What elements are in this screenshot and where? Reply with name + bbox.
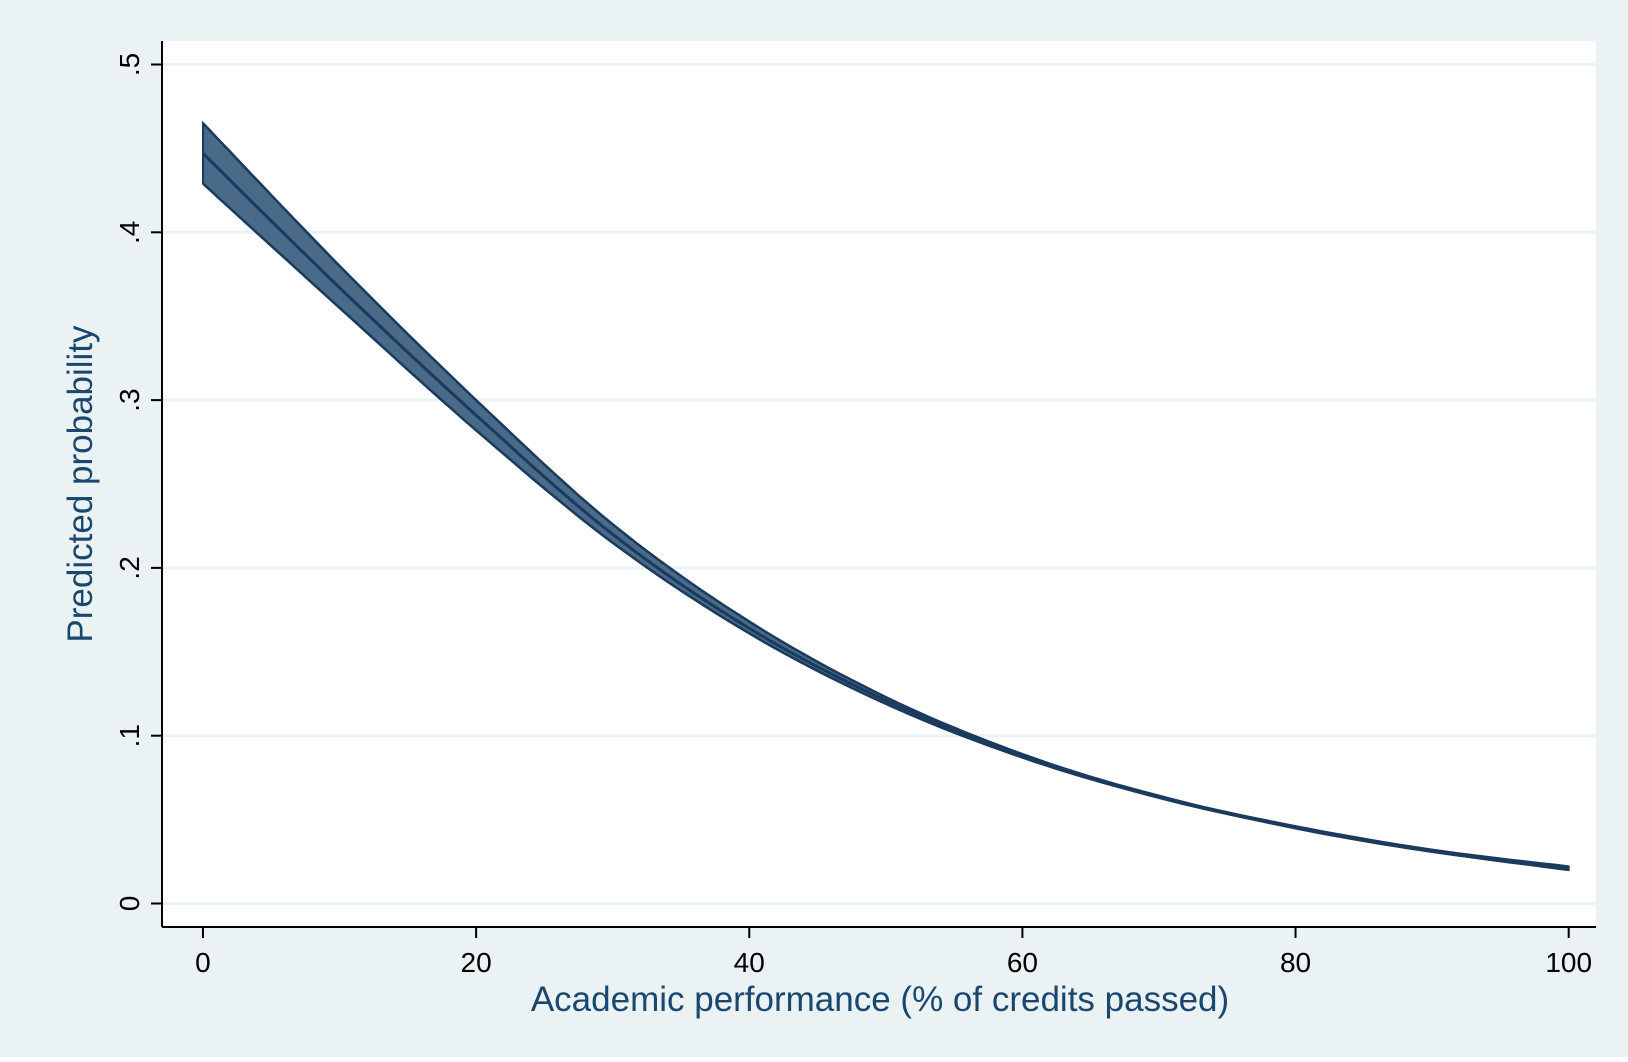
y-tick-label-0: 0 [114, 896, 145, 912]
prediction-line [201, 152, 1569, 870]
x-tick-label-0: 0 [195, 947, 211, 978]
y-axis-label: Predicted probability [61, 325, 100, 643]
axes [161, 41, 1596, 928]
x-tick-label-5: 100 [1545, 947, 1592, 978]
confidence-band-upper-edge [202, 122, 1569, 868]
x-axis-ticks: 0 20 40 60 80 100 [195, 927, 1592, 978]
y-axis-ticks: 0 .1 .2 .3 .4 .5 [114, 53, 162, 911]
y-tick-label-1: .1 [114, 724, 145, 747]
y-tick-label-4: .4 [114, 221, 145, 244]
x-tick-label-3: 60 [1007, 947, 1038, 978]
prediction-line-layer [201, 152, 1569, 870]
x-tick-label-2: 40 [734, 947, 765, 978]
x-axis-label: Academic performance (% of credits passe… [531, 980, 1229, 1019]
gridlines [162, 62, 1596, 906]
y-tick-label-5: .5 [114, 53, 145, 76]
y-tick-label-2: .2 [114, 556, 145, 579]
plot-background [162, 41, 1596, 927]
x-tick-label-1: 20 [461, 947, 492, 978]
y-tick-label-3: .3 [114, 388, 145, 411]
x-tick-label-4: 80 [1280, 947, 1311, 978]
